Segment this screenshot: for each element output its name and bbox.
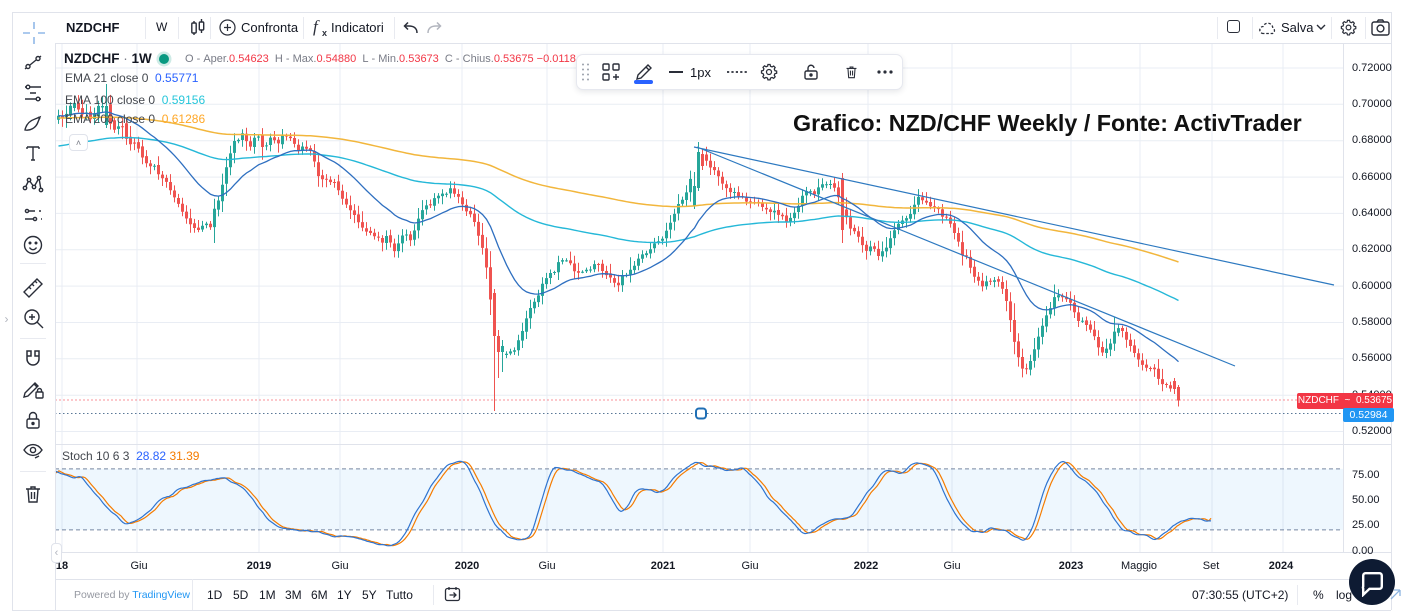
svg-text:f: f	[313, 17, 320, 36]
svg-text:x: x	[322, 28, 327, 38]
